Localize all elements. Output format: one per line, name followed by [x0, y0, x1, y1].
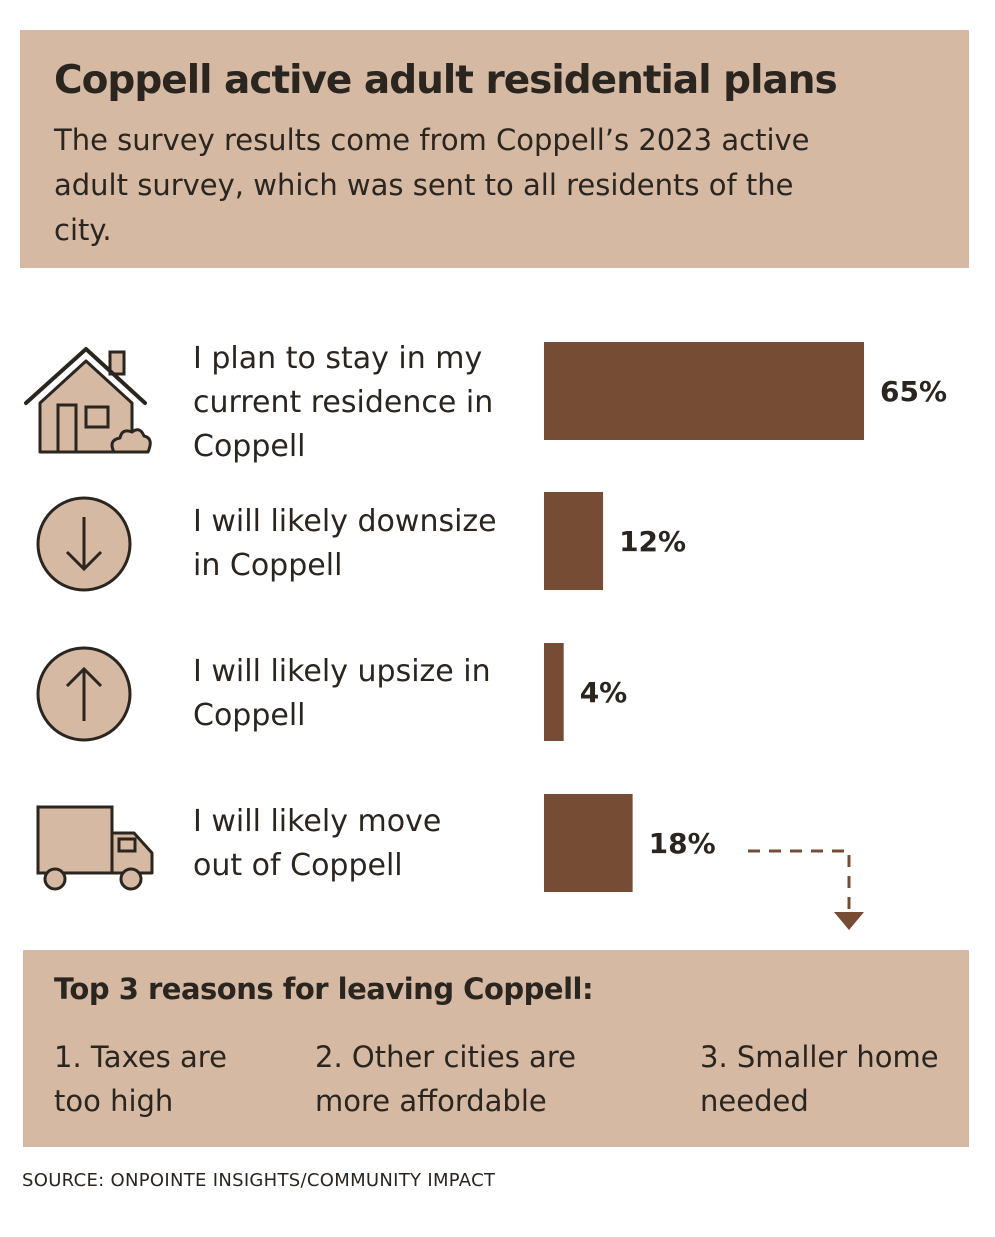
category-label-stay: I plan to stay in my current residence i… [193, 341, 494, 464]
chart-subtitle: The survey results come from Coppell’s 2… [54, 123, 810, 247]
connector-arrow-icon [834, 912, 864, 930]
category-label-upsize: I will likely upsize in Coppell [193, 654, 491, 733]
bar-value-label-stay: 65% [880, 375, 947, 408]
bar-value-label-downsize: 12% [619, 525, 686, 558]
source-note: SOURCE: ONPOINTE INSIGHTS/COMMUNITY IMPA… [22, 1170, 496, 1191]
chart-title: Coppell active adult residential plans [54, 58, 838, 103]
category-label-move-out: I will likely move out of Coppell [193, 804, 442, 883]
up-arrow-icon [36, 646, 132, 742]
connector-dashed-line [748, 849, 851, 910]
reason-item-2: 2. Other cities are more affordable [315, 1040, 576, 1118]
bar-move-out [544, 794, 633, 892]
bar-chart: 65% 12% 4% 18% [544, 342, 947, 930]
bar-value-label-upsize: 4% [580, 676, 628, 709]
reason-item-3: 3. Smaller home needed [700, 1040, 939, 1118]
header-panel [20, 30, 969, 268]
bar-value-label-move-out: 18% [649, 827, 716, 860]
reason-item-1: 1. Taxes are too high [54, 1040, 227, 1118]
bar-stay [544, 342, 864, 440]
house-icon [24, 347, 152, 454]
truck-icon [36, 805, 154, 891]
down-arrow-icon [36, 496, 132, 592]
bar-upsize [544, 643, 564, 741]
bar-downsize [544, 492, 604, 590]
category-label-downsize: I will likely downsize in Coppell [193, 504, 497, 583]
reasons-title: Top 3 reasons for leaving Coppell: [54, 972, 594, 1006]
reasons-panel [23, 950, 969, 1147]
